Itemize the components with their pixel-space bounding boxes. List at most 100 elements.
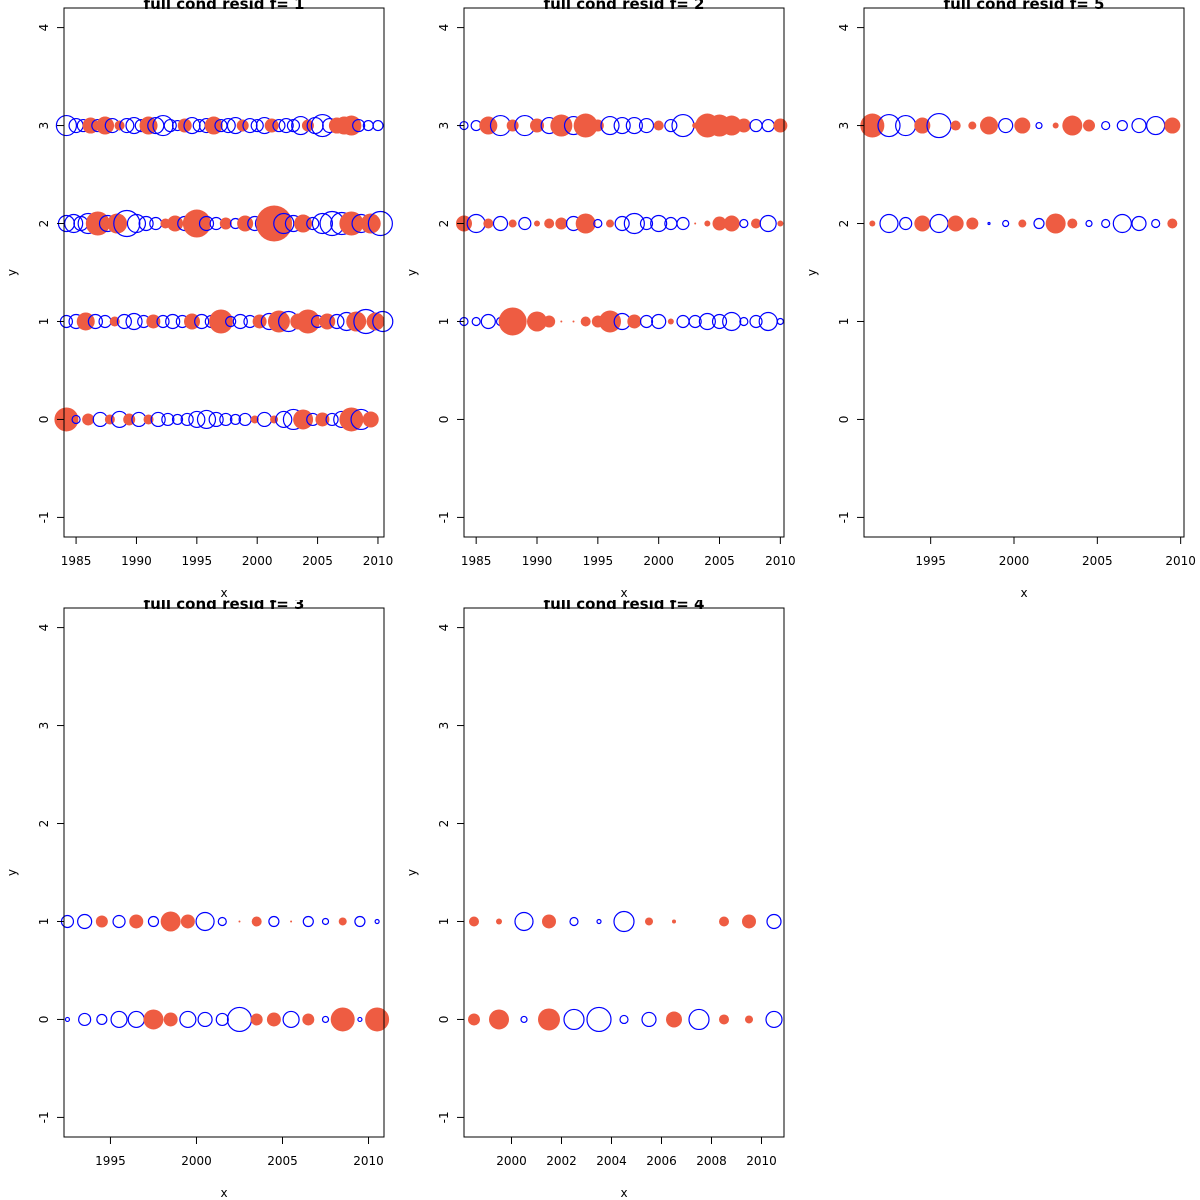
chart-title: full cond resid f= 2 xyxy=(544,0,705,13)
data-point-negative xyxy=(776,317,784,326)
data-point-positive xyxy=(489,1009,509,1030)
data-point-positive xyxy=(251,916,262,927)
data-point-negative xyxy=(600,115,620,136)
data-point-negative xyxy=(110,1010,128,1029)
data-point-negative xyxy=(198,215,215,232)
x-tick-label: 1990 xyxy=(121,554,152,568)
data-point-negative xyxy=(163,118,177,133)
data-point-negative xyxy=(147,915,160,928)
plot-frame xyxy=(63,7,385,538)
data-point-positive xyxy=(330,1007,355,1032)
data-point-positive xyxy=(1167,218,1178,229)
data-point-positive xyxy=(914,117,931,134)
chart-title: full cond resid f= 3 xyxy=(144,600,305,613)
data-point-negative xyxy=(208,411,224,428)
data-point-negative xyxy=(357,1016,363,1023)
data-point-positive xyxy=(508,219,517,228)
data-point-negative xyxy=(688,1008,710,1031)
data-point-positive xyxy=(252,314,267,329)
data-point-positive xyxy=(968,121,977,130)
data-point-positive xyxy=(362,411,379,428)
data-point-positive xyxy=(160,911,181,932)
y-tick-label: 1 xyxy=(837,318,851,326)
data-point-positive xyxy=(250,1013,263,1026)
data-point-positive xyxy=(366,312,385,331)
data-point-negative xyxy=(217,916,227,927)
data-point-positive xyxy=(290,920,293,923)
y-tick-label: -1 xyxy=(37,1111,51,1123)
data-point-positive xyxy=(107,213,128,234)
data-point-positive xyxy=(204,116,223,135)
data-point-positive xyxy=(751,218,762,229)
data-point-positive xyxy=(238,920,241,923)
points-layer xyxy=(860,112,1181,234)
points-layer xyxy=(60,911,390,1033)
plot-frame xyxy=(463,607,785,1138)
data-point-negative xyxy=(593,218,603,229)
points-layer xyxy=(468,910,783,1033)
data-point-positive xyxy=(645,917,653,926)
data-point-negative xyxy=(278,117,294,134)
data-point-positive xyxy=(1067,218,1078,229)
x-tick-label: 1985 xyxy=(61,554,92,568)
data-point-negative xyxy=(1112,213,1132,234)
data-point-positive xyxy=(966,217,979,230)
y-tick-label: 2 xyxy=(437,220,451,228)
data-point-negative xyxy=(639,216,654,231)
data-point-negative xyxy=(302,915,314,928)
chart-svg: 1995 2000 2005 2010 -1 0 1 2 3 4 x y full cond resid… xyxy=(805,0,1196,600)
data-point-positive xyxy=(869,220,876,227)
data-point-negative xyxy=(711,313,728,330)
data-point-negative xyxy=(596,918,602,925)
data-point-positive xyxy=(555,217,568,230)
y-tick-label: 2 xyxy=(437,820,451,828)
chart-svg: 1995 2000 2005 2010 -1 0 1 2 3 4 x y full cond resid… xyxy=(5,600,390,1200)
data-point-negative xyxy=(1002,219,1010,228)
chart-svg: 1985 1990 1995 2000 2005 2010 -1 0 1 2 3 4 x y full co… xyxy=(5,0,394,600)
points-layer xyxy=(54,113,394,432)
plot-frame xyxy=(463,7,785,538)
data-point-negative xyxy=(899,216,913,231)
y-tick-label: -1 xyxy=(837,511,851,523)
data-point-positive xyxy=(129,914,144,929)
data-point-positive xyxy=(301,119,314,132)
x-tick-label: 2005 xyxy=(704,554,735,568)
data-point-negative xyxy=(613,910,635,933)
data-point-negative xyxy=(232,313,248,330)
y-tick-label: 0 xyxy=(837,416,851,424)
data-point-positive xyxy=(534,220,541,227)
data-point-negative xyxy=(623,212,645,235)
x-tick-label: 2005 xyxy=(302,554,333,568)
data-point-positive xyxy=(468,1013,480,1026)
data-point-positive xyxy=(777,220,784,227)
data-point-negative xyxy=(272,118,286,133)
y-tick-label: 3 xyxy=(37,722,51,730)
y-tick-label: 1 xyxy=(37,918,51,926)
data-point-negative xyxy=(329,313,345,330)
data-point-negative xyxy=(321,917,330,926)
data-point-positive xyxy=(479,116,498,135)
y-tick-label: 0 xyxy=(437,1016,451,1024)
data-point-negative xyxy=(165,313,181,330)
data-point-negative xyxy=(119,117,135,134)
data-point-positive xyxy=(950,120,961,131)
data-point-positive xyxy=(498,307,527,336)
data-point-positive xyxy=(295,309,320,334)
y-tick-label: 2 xyxy=(37,220,51,228)
data-point-negative xyxy=(112,914,126,929)
data-point-negative xyxy=(55,114,78,137)
data-point-positive xyxy=(527,311,548,332)
data-point-positive xyxy=(266,1012,281,1027)
data-point-positive xyxy=(146,314,161,329)
data-point-positive xyxy=(338,917,347,926)
data-point-negative xyxy=(87,313,103,330)
data-point-negative xyxy=(759,214,777,233)
chart-title: full cond resid f= 4 xyxy=(544,600,705,613)
data-point-negative xyxy=(749,314,763,329)
data-point-negative xyxy=(650,214,668,233)
data-point-negative xyxy=(739,218,749,229)
data-point-negative xyxy=(194,313,210,330)
data-point-negative xyxy=(698,312,716,331)
data-point-positive xyxy=(54,407,79,432)
y-tick-label: -1 xyxy=(437,511,451,523)
